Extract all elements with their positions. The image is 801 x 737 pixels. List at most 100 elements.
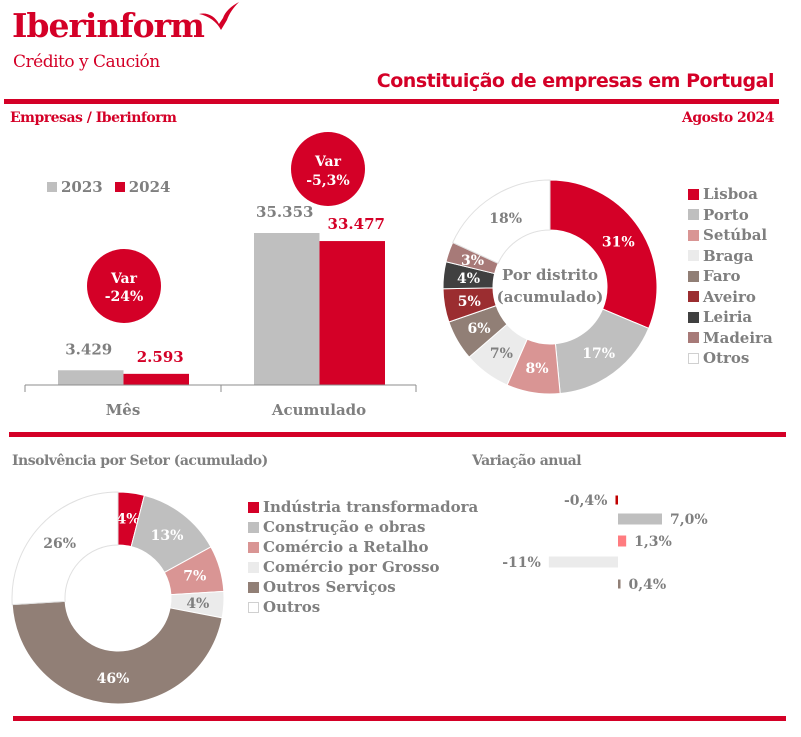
legend-swatch <box>248 601 259 613</box>
legend-item: Comércio a Retalho <box>248 537 478 557</box>
slice-label: 26% <box>43 536 76 552</box>
legend-item: Lisboa <box>688 184 773 205</box>
legend-swatch <box>47 182 57 192</box>
legend-swatch <box>248 581 259 593</box>
mid-divider <box>9 432 786 437</box>
slice-label: 18% <box>489 211 522 227</box>
legend-label: Outros <box>263 598 321 616</box>
variation-bar <box>615 495 618 505</box>
district-legend: Lisboa Porto Setúbal Braga Faro Aveiro Leiria M… <box>688 184 773 369</box>
slice-label: 13% <box>151 528 184 544</box>
legend-label: Indústria transformadora <box>263 498 479 516</box>
donut-slice-outros-servi-os <box>11 600 223 705</box>
variation-bar <box>618 579 621 589</box>
slice-label: 7% <box>490 346 513 362</box>
slice-label: 4% <box>186 596 209 612</box>
legend-swatch <box>248 561 259 573</box>
slice-label: 4% <box>457 271 480 287</box>
legend-label: Comércio por Grosso <box>263 558 440 576</box>
var-bubble-mes: Var -24% <box>87 249 161 323</box>
var-title: Var <box>110 271 138 287</box>
bar-legend: 2023 2024 <box>47 178 171 196</box>
annual-variation-title: Variação anual <box>472 453 582 469</box>
legend-item: Braga <box>688 246 773 267</box>
slice-label: 31% <box>602 235 635 251</box>
period-label: Agosto 2024 <box>681 110 775 126</box>
var-value: -24% <box>105 289 144 305</box>
sector-donut-chart: 4% 13% 7% 4% 46% 26% <box>11 491 225 705</box>
sector-chart-title: Insolvência por Setor (acumulado) <box>12 453 268 469</box>
legend-swatch <box>688 270 699 282</box>
legend-label: Comércio a Retalho <box>263 538 429 556</box>
header-divider <box>4 99 779 104</box>
legend-item: Madeira <box>688 328 773 349</box>
bar-value-label: 35.353 <box>256 203 313 221</box>
legend-swatch <box>688 311 699 323</box>
legend-label: Faro <box>703 267 741 285</box>
company-bar-chart: 3.429 2.593 35.353 33.477 Mês Acumulado Var… <box>24 132 417 419</box>
x-tick-label-acumulado: Acumulado <box>271 401 366 419</box>
var-bubble-circle <box>87 249 161 323</box>
slice-label: 3% <box>461 253 484 269</box>
legend-label: 2023 <box>61 178 103 196</box>
donut-slice-outros <box>11 491 119 606</box>
bar-2023-0 <box>58 370 124 385</box>
variation-bar <box>618 513 662 525</box>
legend-swatch <box>688 250 699 262</box>
legend-label: Braga <box>703 246 754 265</box>
bar-2023-1 <box>254 233 320 385</box>
bar-value-label: 2.593 <box>137 348 184 366</box>
legend-swatch <box>688 209 699 221</box>
district-donut-chart: 31% 17% 8% 7%6% 5% 4% 3% 18% Por distrito (acum… <box>442 179 658 395</box>
legend-swatch <box>688 332 699 344</box>
variation-bar <box>618 535 627 547</box>
annual-variation-chart: -0,4% 7,0% 1,3% -11% 0,4% <box>502 493 708 593</box>
variation-label: -11% <box>502 555 541 571</box>
legend-label: Otros <box>703 349 750 367</box>
legend-item: Faro <box>688 266 773 287</box>
legend-item-2023: 2023 <box>47 178 103 196</box>
variation-label: 0,4% <box>629 577 667 593</box>
legend-label: Leiria <box>703 308 753 326</box>
legend-item: Leiria <box>688 307 773 328</box>
legend-label: 2024 <box>128 178 171 196</box>
slice-label: 7% <box>183 569 206 585</box>
legend-swatch <box>688 188 699 200</box>
legend-label: Madeira <box>703 328 773 347</box>
legend-item: Aveiro <box>688 287 773 308</box>
var-bubble-circle <box>291 132 365 206</box>
variation-label: -0,4% <box>564 493 607 509</box>
legend-item-2024: 2024 <box>114 178 171 196</box>
brand-subtitle: Crédito y Caución <box>13 52 160 72</box>
legend-label: Construção e obras <box>263 518 426 536</box>
slice-label: 6% <box>467 321 490 337</box>
legend-swatch <box>248 521 259 533</box>
legend-label: Setúbal <box>703 226 768 244</box>
var-title: Var <box>314 154 342 170</box>
var-value: -5,3% <box>306 173 349 189</box>
slice-label: 4% <box>117 512 140 528</box>
legend-item: Setúbal <box>688 225 773 246</box>
logo-bird-icon <box>197 0 241 34</box>
legend-swatch <box>248 501 259 513</box>
slice-label: 8% <box>526 361 549 377</box>
footer-divider <box>13 716 786 721</box>
variation-label: 1,3% <box>634 534 672 550</box>
legend-item: Porto <box>688 205 773 226</box>
legend-item: Outros <box>248 597 478 617</box>
sector-legend: Indústria transformadora Construção e obr… <box>248 497 478 617</box>
slice-label: 46% <box>97 671 130 687</box>
bar-2024-0 <box>123 373 189 385</box>
legend-label: Aveiro <box>703 287 756 306</box>
brand-logo: Iberinform <box>12 6 205 45</box>
bar-value-label: 3.429 <box>65 340 112 358</box>
donut-center-label: (acumulado) <box>497 288 604 306</box>
section-label: Empresas / Iberinform <box>10 110 177 126</box>
bar-2024-1 <box>319 241 385 385</box>
variation-label: 7,0% <box>670 512 708 528</box>
legend-label: Lisboa <box>703 185 758 203</box>
variation-bar <box>548 556 618 568</box>
donut-center-label: Por distrito <box>502 266 598 284</box>
legend-label: Porto <box>703 205 749 224</box>
x-tick-label-mes: Mês <box>106 401 141 419</box>
